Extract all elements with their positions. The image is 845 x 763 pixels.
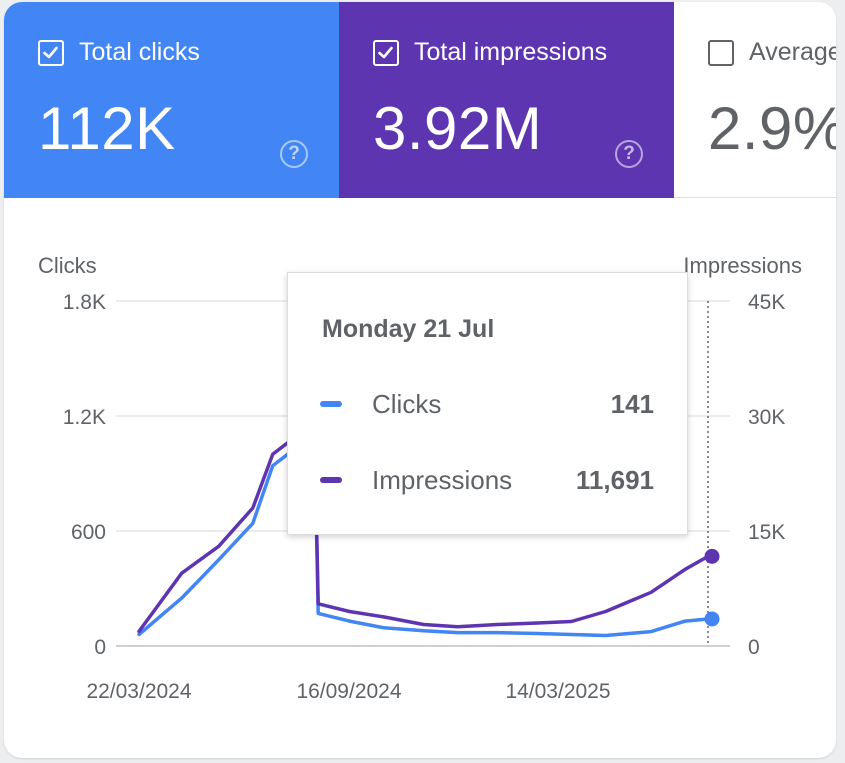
tooltip-row-impressions: Impressions 11,691 [320,465,654,495]
metric-tab-total-impressions[interactable]: Total impressions 3.92M ? [339,2,674,198]
performance-chart[interactable]: 0 0 600 15K 1.2K 30K 1.8K 45K Clicks Impressions 2… [4,2,836,758]
average-ctr-value: 2.9% [708,95,836,162]
checkmark-icon [43,46,58,59]
tooltip-clicks-label: Clicks [372,389,442,419]
metric-tab-total-clicks[interactable]: Total clicks 112K ? [4,2,339,198]
x-tick-label: 16/09/2024 [296,680,401,703]
help-icon[interactable]: ? [280,140,308,168]
chart-tooltip: Monday 21 Jul Clicks 141 Impressions 11,… [287,272,688,535]
help-icon[interactable]: ? [615,140,643,168]
metric-tab-average-ctr[interactable]: Average 2.9% [674,2,836,198]
tooltip-impressions-label: Impressions [372,465,513,495]
x-tick-label: 22/03/2024 [86,680,191,703]
hover-point-clicks [704,611,720,627]
total-impressions-label: Total impressions [414,38,608,66]
y2-axis-title: Impressions [683,253,802,278]
tooltip-impressions-value: 11,691 [575,465,654,495]
clicks-legend-swatch [320,401,342,407]
performance-card: Total clicks 112K ? Total impressions 3.… [4,2,836,758]
total-clicks-value: 112K [38,95,176,162]
tooltip-row-clicks: Clicks 141 [320,389,654,419]
average-ctr-label: Average [749,38,836,66]
metric-tabs: Total clicks 112K ? Total impressions 3.… [4,2,836,198]
y2-tick-label: 45K [748,291,785,314]
tooltip-date: Monday 21 Jul [322,315,495,343]
total-impressions-value: 3.92M [373,95,543,162]
y2-tick-label: 0 [748,636,760,659]
y-axis-title: Clicks [38,253,97,278]
hover-point-impressions [704,548,720,564]
checkmark-icon [378,46,393,59]
series-line-impressions [137,329,710,634]
y-tick-label: 1.8K [63,291,106,314]
tooltip-clicks-value: 141 [610,389,654,419]
y2-tick-label: 15K [748,521,785,544]
y-tick-label: 1.2K [63,406,106,429]
y2-tick-label: 30K [748,406,785,429]
ctr-checkbox[interactable] [708,40,734,66]
clicks-checkbox[interactable] [38,40,64,66]
series-line-clicks [137,328,710,638]
impressions-checkbox[interactable] [373,40,399,66]
total-clicks-label: Total clicks [79,38,200,66]
impressions-legend-swatch [320,477,342,483]
y-tick-label: 600 [71,521,106,544]
y-tick-label: 0 [94,636,106,659]
x-tick-label: 14/03/2025 [505,680,610,703]
